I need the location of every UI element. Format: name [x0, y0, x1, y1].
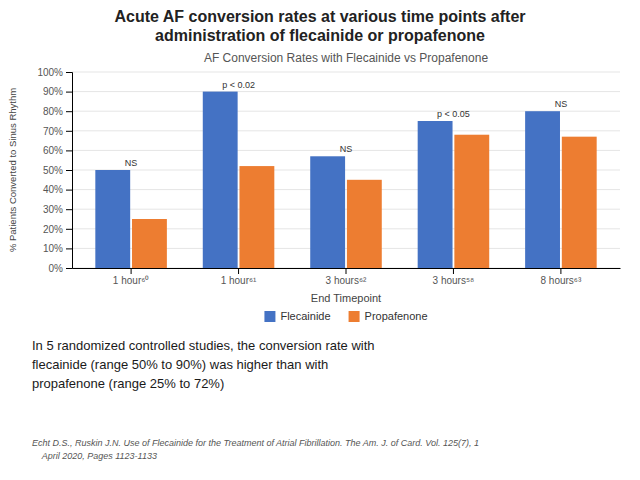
- annotation: NS: [340, 144, 353, 154]
- legend-item: Flecainide: [264, 310, 330, 322]
- legend-swatch: [264, 311, 275, 322]
- legend-item: Propafenone: [349, 310, 428, 322]
- x-tick-mark: [238, 268, 239, 274]
- y-tick-mark: [66, 150, 72, 151]
- bar-series: [132, 135, 597, 268]
- y-tick-mark: [66, 190, 72, 191]
- x-tick: 8 hours⁶³: [540, 268, 581, 286]
- title: Acute AF conversion rates at various tim…: [114, 8, 525, 44]
- page: {"chart_data": { "type": "bar", "title":…: [0, 0, 640, 480]
- x-tick: 3 hours⁵⁸: [433, 268, 475, 286]
- y-tick: 90%: [43, 86, 72, 97]
- y-tick: 20%: [43, 224, 72, 235]
- x-tick-label: 1 hour⁶⁰: [113, 275, 149, 286]
- legend-label: Flecainide: [280, 310, 330, 322]
- legend-label: Propafenone: [365, 310, 428, 322]
- bar: [95, 170, 130, 268]
- x-tick-label: 1 hour⁶¹: [221, 275, 257, 286]
- x-tick-label: 8 hours⁶³: [540, 275, 581, 286]
- subtitle: AF Conversion Rates with Flecainide vs P…: [204, 51, 488, 65]
- bars: [95, 92, 596, 268]
- y-tick-label: 80%: [43, 106, 63, 117]
- chart: Acute AF conversion rates at various tim…: [0, 0, 640, 480]
- x-tick: 1 hour⁶⁰: [113, 268, 149, 286]
- bar: [203, 92, 238, 268]
- body-line: flecainide (range 50% to 90%) was higher…: [32, 357, 328, 372]
- bar: [525, 111, 560, 268]
- y-tick-mark: [66, 170, 72, 171]
- x-axis-title: End Timepoint: [311, 292, 381, 304]
- y-tick-mark: [66, 248, 72, 249]
- y-tick-mark: [66, 92, 72, 93]
- bar: [347, 180, 382, 268]
- y-tick-label: 40%: [43, 184, 63, 195]
- bar: [454, 135, 489, 268]
- y-tick-mark: [66, 209, 72, 210]
- body-line: propafenone (range 25% to 72%): [32, 376, 224, 391]
- legend-swatch: [349, 311, 360, 322]
- y-axis: 0% 10% 20% 30% 40% 50% 60% 70% 80% 90% 100%: [37, 67, 72, 274]
- x-tick-mark: [346, 268, 347, 274]
- y-tick-mark: [66, 229, 72, 230]
- x-tick-label: 3 hours⁶²: [326, 275, 367, 286]
- annotation: NS: [555, 99, 568, 109]
- y-tick-label: 70%: [43, 126, 63, 137]
- grid-line: [72, 91, 620, 92]
- y-tick-label: 60%: [43, 145, 63, 156]
- bar: [562, 137, 597, 268]
- y-tick-mark: [66, 131, 72, 132]
- y-tick-label: 90%: [43, 86, 63, 97]
- y-tick-mark: [66, 72, 72, 73]
- y-tick: 30%: [43, 204, 72, 215]
- footnote: Echt D.S., Ruskin J.N. Use of Flecainide…: [32, 438, 479, 448]
- body-text: In 5 randomized controlled studies, the …: [32, 338, 375, 391]
- y-tick: 80%: [43, 106, 72, 117]
- annotation: p < 0.05: [437, 109, 470, 119]
- legend: Flecainide Propafenone: [264, 310, 427, 322]
- footnote: April 2020, Pages 1123-1133: [32, 451, 157, 461]
- grid-line: [72, 72, 620, 73]
- body-line: In 5 randomized controlled studies, the …: [32, 338, 375, 353]
- title-line: administration of flecainide or propafen…: [155, 27, 485, 44]
- y-tick: 70%: [43, 126, 72, 137]
- y-tick-mark: [66, 268, 72, 269]
- x-tick: 1 hour⁶¹: [221, 268, 257, 286]
- bar: [132, 219, 167, 268]
- y-tick: 60%: [43, 145, 72, 156]
- y-tick: 100%: [37, 67, 72, 78]
- bar-series: [95, 92, 560, 268]
- y-tick: 10%: [43, 243, 72, 254]
- annotations: NS p < 0.02 NS p < 0.05 NS: [125, 80, 567, 168]
- y-tick: 0%: [49, 263, 72, 274]
- x-tick: 3 hours⁶²: [326, 268, 367, 286]
- bar: [310, 156, 345, 268]
- x-tick-mark: [560, 268, 561, 274]
- y-tick: 40%: [43, 184, 72, 195]
- y-tick-label: 30%: [43, 204, 63, 215]
- y-axis-title: % Patients Converted to Sinus Rhythm: [7, 88, 18, 252]
- x-tick-mark: [453, 268, 454, 274]
- annotation: p < 0.02: [222, 80, 255, 90]
- grid: [72, 72, 620, 268]
- footnotes: Echt D.S., Ruskin J.N. Use of Flecainide…: [32, 438, 479, 461]
- y-tick-label: 0%: [49, 263, 64, 274]
- title-line: Acute AF conversion rates at various tim…: [114, 8, 525, 25]
- y-axis-line: [66, 73, 73, 269]
- y-tick-label: 100%: [37, 67, 63, 78]
- x-tick-mark: [131, 268, 132, 274]
- y-tick-label: 10%: [43, 243, 63, 254]
- annotation: NS: [125, 158, 138, 168]
- y-tick-label: 50%: [43, 165, 63, 176]
- x-tick-label: 3 hours⁵⁸: [433, 275, 475, 286]
- y-tick-mark: [66, 111, 72, 112]
- bar: [418, 121, 453, 268]
- y-tick: 50%: [43, 165, 72, 176]
- x-axis: 1 hour⁶⁰ 1 hour⁶¹ 3 hours⁶² 3 hours⁵⁸ 8 hour…: [73, 268, 621, 286]
- y-tick-label: 20%: [43, 224, 63, 235]
- bar: [239, 166, 274, 268]
